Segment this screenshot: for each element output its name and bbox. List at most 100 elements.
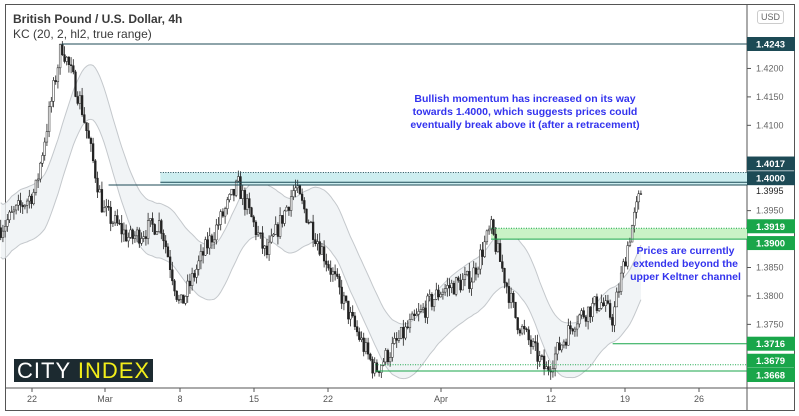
candle <box>45 123 49 146</box>
y-tick-label: 1.4100 <box>756 120 784 130</box>
candle <box>421 303 425 314</box>
candle <box>340 279 343 310</box>
candle <box>490 215 493 234</box>
x-tick-label: Mar <box>97 394 113 404</box>
candle <box>65 55 68 66</box>
candle <box>476 266 480 278</box>
candle <box>391 336 394 362</box>
candle-body <box>292 190 295 198</box>
candle-body <box>309 221 313 224</box>
candle-body <box>186 280 189 297</box>
candle-body <box>10 211 13 213</box>
candle-body <box>490 219 493 230</box>
candle <box>305 208 308 224</box>
indicator-legend[interactable]: KC (20, 2, hl2, true range) <box>13 27 152 41</box>
candle-body <box>120 223 123 235</box>
candle-body <box>239 176 242 199</box>
keltner-upper-band <box>0 64 642 325</box>
candle-body <box>615 291 618 308</box>
candle-body <box>542 355 546 370</box>
candle <box>10 205 13 213</box>
candle-body <box>501 261 504 269</box>
candle <box>69 57 73 74</box>
candle <box>371 356 374 379</box>
candle-body <box>138 229 141 244</box>
price-level-badge <box>747 353 795 368</box>
candle-body <box>430 294 434 307</box>
candle-body <box>85 122 88 132</box>
candle-body <box>296 185 299 189</box>
candle-body <box>206 239 209 249</box>
candle-body <box>617 291 621 293</box>
candle <box>432 298 436 312</box>
candle-body <box>474 267 478 275</box>
candle <box>151 212 154 233</box>
candle-body <box>245 198 249 210</box>
candle-body <box>349 312 352 320</box>
candle-body <box>190 273 194 286</box>
candle-body <box>102 207 106 213</box>
candle-body <box>340 286 343 304</box>
candle <box>226 196 229 215</box>
candle <box>250 206 253 218</box>
candle-body <box>424 307 427 318</box>
candle <box>402 319 405 346</box>
candle <box>206 232 209 255</box>
candle <box>523 319 526 335</box>
candle <box>193 269 196 282</box>
candle-body <box>155 231 159 235</box>
candle-body <box>135 229 139 237</box>
candle <box>131 228 134 245</box>
candle <box>353 312 357 330</box>
candle-body <box>622 261 625 274</box>
candle-body <box>382 361 385 366</box>
candle <box>204 236 207 256</box>
price-level-badge <box>747 37 795 51</box>
candle <box>241 185 244 206</box>
candle-body <box>294 187 297 191</box>
candle <box>254 220 258 241</box>
candle <box>619 265 623 295</box>
candle <box>514 301 517 319</box>
candle-body <box>578 314 581 325</box>
candle-body <box>602 302 605 306</box>
candle <box>446 277 449 297</box>
city-index-logo: CITY INDEX <box>14 359 154 382</box>
candle-body <box>441 291 445 295</box>
candle-body <box>397 338 401 341</box>
candle-body <box>531 341 535 347</box>
candle-body <box>283 210 286 224</box>
note-line: upper Keltner channel <box>630 271 741 283</box>
candle-body <box>362 337 365 352</box>
candle <box>256 225 260 237</box>
candle <box>127 232 130 248</box>
candle-body <box>406 326 409 329</box>
candle-body <box>485 230 489 243</box>
candle-body <box>595 296 599 311</box>
candle <box>413 309 416 322</box>
candle-body <box>263 245 266 249</box>
candle-body <box>465 271 469 275</box>
candle-body <box>58 44 62 69</box>
candle-body <box>265 245 269 255</box>
candle-body <box>69 64 73 66</box>
currency-badge[interactable]: USD <box>757 10 785 24</box>
candle-body <box>600 302 603 309</box>
candle-body <box>567 325 570 346</box>
candle <box>505 281 508 294</box>
candle-body <box>250 207 253 218</box>
candle-body <box>553 353 557 369</box>
candle-body <box>252 216 255 223</box>
candle-body <box>21 204 24 208</box>
candle <box>243 187 247 216</box>
price-level-badge <box>747 156 795 171</box>
candle-body <box>215 224 218 241</box>
candle <box>507 278 511 309</box>
candle-body <box>276 224 280 237</box>
candle-body <box>234 180 238 196</box>
candle-body <box>560 344 563 351</box>
candle-body <box>509 292 513 303</box>
candle <box>8 209 11 224</box>
candle <box>34 179 38 196</box>
